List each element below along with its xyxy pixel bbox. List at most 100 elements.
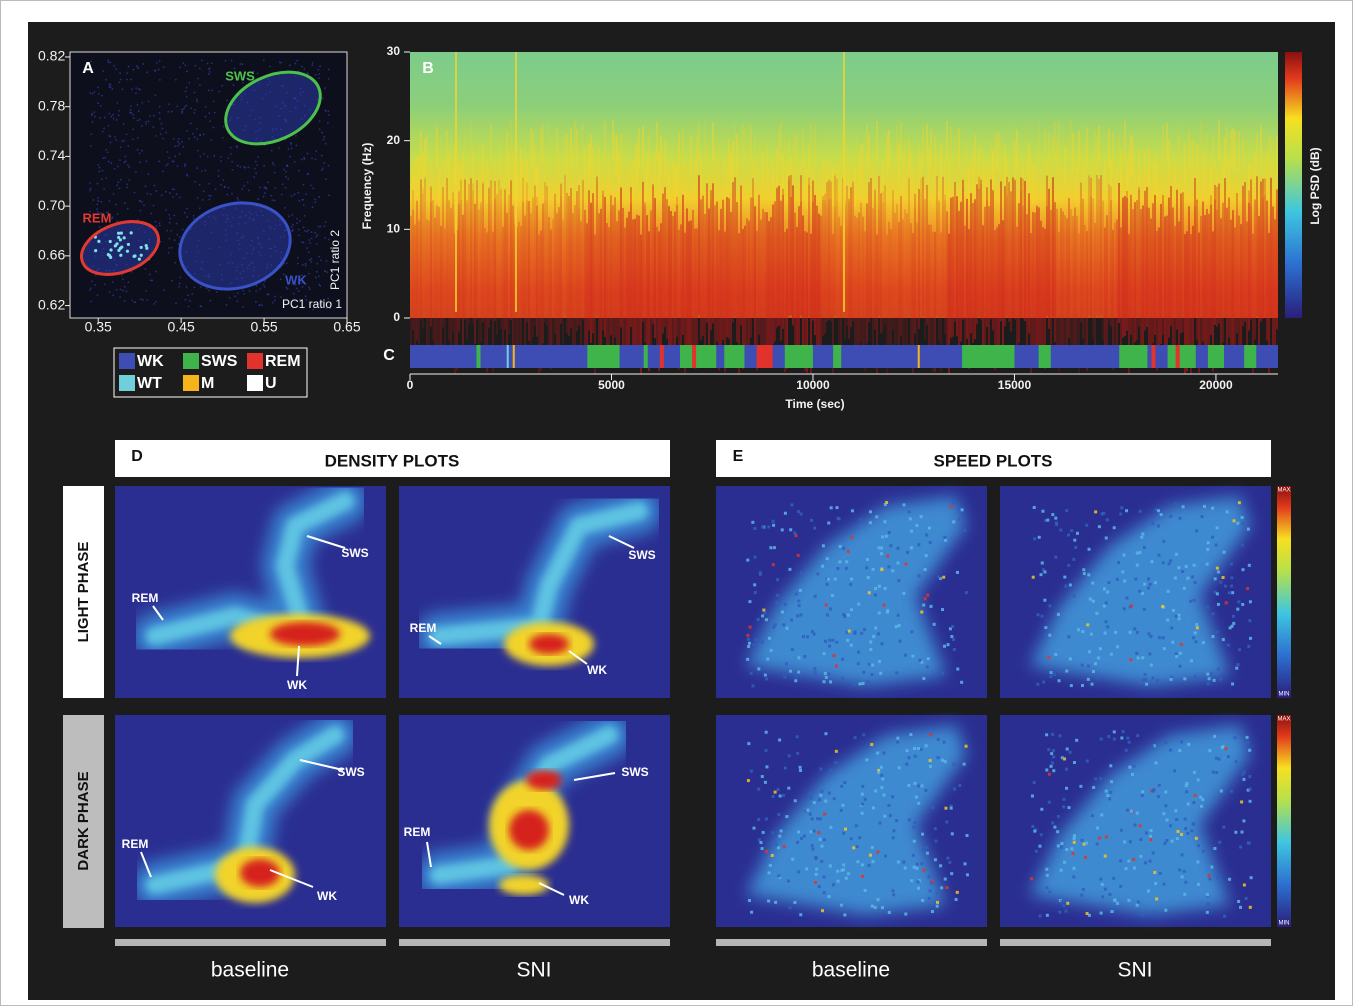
speed-pixel [908, 818, 911, 821]
scatter-dot [194, 136, 196, 138]
scatter-dot [222, 137, 224, 139]
speed-pixel [1170, 678, 1173, 681]
scatter-dot [284, 207, 286, 209]
speed-pixel [1119, 885, 1122, 888]
speed-pixel [1197, 778, 1200, 781]
scatter-dot [319, 65, 321, 67]
speed-pixel [1249, 637, 1252, 640]
spec-stripe [872, 208, 874, 348]
hypnogram-segment [918, 345, 920, 368]
speed-pixel [1044, 634, 1047, 637]
scatter-dot [128, 166, 130, 168]
speed-pixel [910, 630, 913, 633]
scatter-dot [323, 139, 325, 141]
speed-pixel [833, 797, 836, 800]
spec-stripe [1222, 163, 1224, 203]
speed-pixel [1045, 886, 1048, 889]
spec-stripe [542, 124, 544, 164]
speed-pixel [1046, 874, 1049, 877]
speed-pixel [1094, 662, 1097, 665]
speed-pixel [772, 795, 775, 798]
spec-stripe [876, 121, 878, 161]
scatter-dot [186, 208, 188, 210]
spec-stripe [750, 126, 752, 166]
scatter-dot [221, 85, 223, 87]
speed-pixel [1066, 748, 1069, 751]
spec-stripe [424, 177, 426, 317]
spec-stripe [1096, 134, 1098, 174]
spec-stripe [512, 206, 514, 346]
annotation: SWS [628, 548, 655, 562]
spec-stripe [422, 188, 424, 328]
speed-pixel [813, 667, 816, 670]
spec-stripe [1276, 136, 1278, 176]
scatter-dot [291, 226, 293, 228]
scatter-dot [195, 65, 197, 67]
speed-pixel [877, 546, 880, 549]
speed-pixel [1092, 600, 1095, 603]
scatter-dot [315, 277, 317, 279]
scatter-dot [194, 92, 196, 94]
speed-pixel [828, 645, 831, 648]
spec-stripe [1006, 156, 1008, 196]
scatter-dot [210, 139, 212, 141]
speed-pixel [1143, 608, 1146, 611]
spec-stripe [1266, 201, 1268, 341]
spec-stripe [1110, 186, 1112, 326]
spec-stripe [1056, 209, 1058, 349]
speed-pixel [819, 817, 822, 820]
spec-stripe [1006, 177, 1008, 317]
speed-pixel [1225, 601, 1228, 604]
speed-pixel [1238, 501, 1241, 504]
scatter-dot [105, 177, 107, 179]
speed-pixel [1086, 623, 1089, 626]
scatter-dot [165, 191, 167, 193]
speed-pixel [769, 864, 772, 867]
spec-stripe [1150, 130, 1152, 170]
spec-stripe [1014, 179, 1016, 319]
spec-stripe [1080, 135, 1082, 175]
scatter-dot [231, 193, 233, 195]
spec-stripe [560, 157, 562, 197]
spec-stripe [478, 144, 480, 184]
speed-pixel [1109, 764, 1112, 767]
speed-pixel [876, 851, 879, 854]
annotation: WK [569, 893, 589, 907]
spec-stripe [412, 169, 414, 209]
spec-stripe [606, 164, 608, 204]
spec-stripe [462, 215, 464, 355]
speed-pixel [1123, 580, 1126, 583]
scatter-dot [145, 290, 147, 292]
speed-pixel [928, 875, 931, 878]
scatter-dot [145, 268, 147, 270]
scatter-dot [169, 222, 171, 224]
speed-pixel [1183, 587, 1186, 590]
spec-stripe [792, 185, 794, 325]
scatter-dot [197, 197, 199, 199]
speed-pixel [1190, 659, 1193, 662]
speed-pixel [1223, 915, 1226, 918]
speed-pixel [1216, 567, 1219, 570]
spec-stripe [892, 190, 894, 330]
speed-pixel [1150, 560, 1153, 563]
spec-stripe [1020, 151, 1022, 191]
spec-stripe [1134, 202, 1136, 342]
speed-pixel [1136, 904, 1139, 907]
speed-pixel [915, 867, 918, 870]
spec-stripe [612, 205, 614, 345]
speed-pixel [783, 676, 786, 679]
spec-stripe [1214, 185, 1216, 325]
scatter-dot [328, 165, 330, 167]
x-tick-label: 0.65 [333, 319, 360, 335]
spec-stripe [644, 165, 646, 205]
spec-stripe [802, 215, 804, 355]
speed-pixel [917, 887, 920, 890]
scatter-dot [256, 164, 258, 166]
speed-pixel [859, 518, 862, 521]
spec-stripe [1272, 140, 1274, 180]
speed-pixel [1136, 734, 1139, 737]
speed-colorbar [1277, 486, 1291, 698]
spec-stripe [1184, 143, 1186, 183]
speed-pixel [1062, 904, 1065, 907]
scatter-dot [255, 161, 257, 163]
